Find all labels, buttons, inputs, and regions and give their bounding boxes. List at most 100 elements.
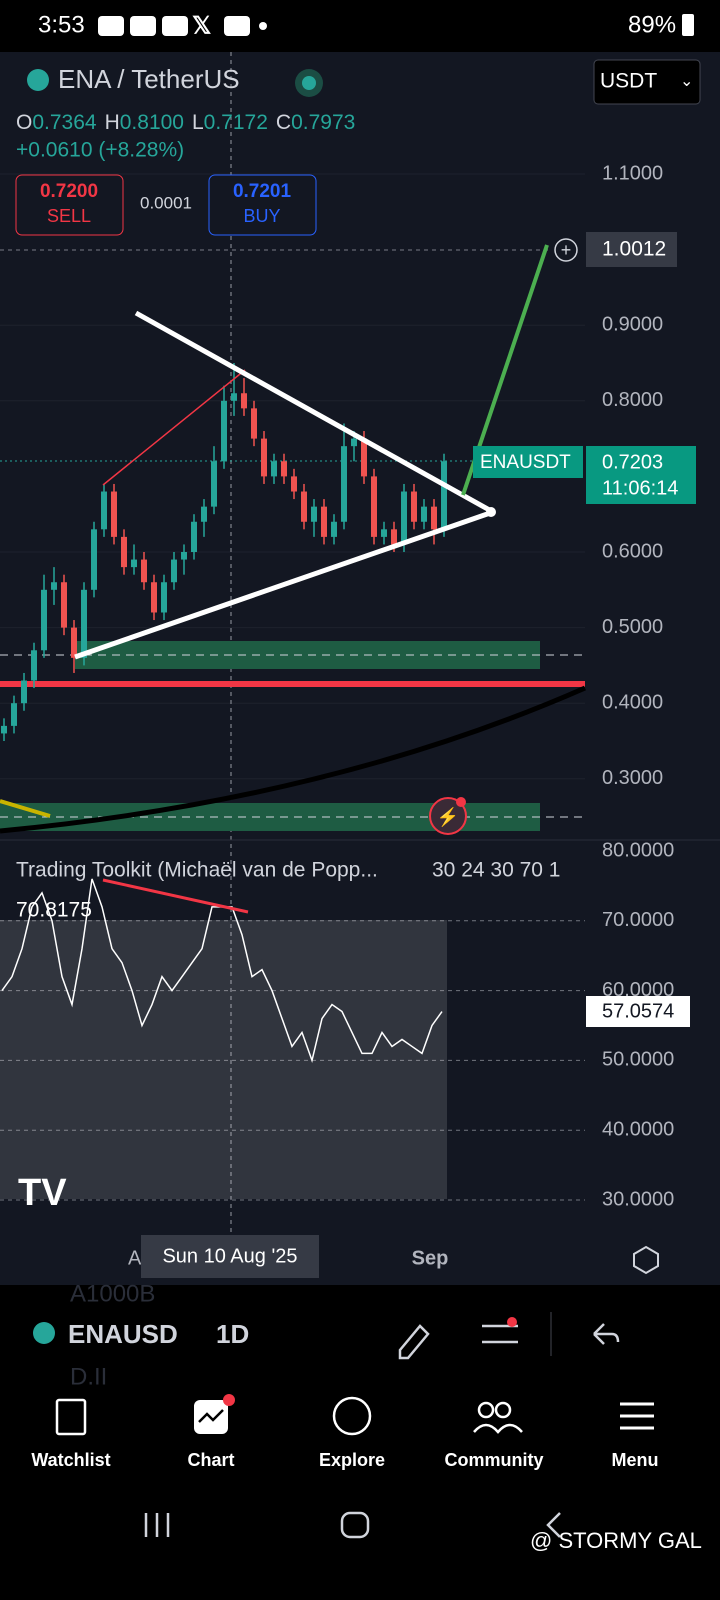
candle-body	[111, 491, 117, 537]
sell-button[interactable]	[15, 174, 124, 236]
price-tick-label: 0.5000	[602, 616, 663, 638]
triangle-lower	[74, 509, 494, 660]
indicator-level: 70.8175	[16, 899, 92, 922]
status-time: 3:53	[38, 11, 85, 38]
nav-label[interactable]: Chart	[187, 1450, 234, 1470]
badge	[223, 1394, 235, 1406]
symbol-title[interactable]: ENA / TetherUS	[58, 64, 240, 94]
alert-dot	[456, 797, 466, 807]
candle-body	[11, 703, 17, 726]
crosshair-time: Sun 10 Aug '25	[162, 1245, 297, 1267]
candle-body	[421, 506, 427, 522]
rsi-tick-label: 80.0000	[602, 839, 674, 861]
toolbar	[0, 1288, 720, 1385]
nav-label[interactable]: Watchlist	[31, 1450, 110, 1470]
price-tick-label: 0.4000	[602, 691, 663, 713]
price-tick-label: 1.1000	[602, 162, 663, 184]
candle-body	[231, 393, 237, 401]
watermark: @ STORMY GAL	[530, 1528, 702, 1553]
draw-icon[interactable]	[398, 1324, 430, 1360]
symbol-logo	[33, 1322, 55, 1344]
divergence-line	[102, 878, 249, 914]
candle-body	[311, 506, 317, 522]
buy-label: BUY	[243, 206, 280, 226]
candle-body	[271, 461, 277, 477]
crosshair-time-box	[141, 1235, 319, 1278]
settings-icon[interactable]	[633, 1245, 659, 1275]
indicator-title: Trading Toolkit (Michaël van de Popp...	[16, 859, 378, 882]
tv-logo: TV	[18, 1172, 67, 1214]
rsi-tick-label: 60.0000	[602, 979, 674, 1001]
ma-segment	[0, 799, 51, 818]
candle-body	[401, 491, 407, 545]
sell-price: 0.7200	[40, 181, 98, 202]
watchlist-icon[interactable]	[55, 1398, 87, 1436]
ohlc: O0.7364 H0.8100 L0.7172 C0.7973	[16, 111, 355, 134]
moving-average	[0, 685, 587, 834]
candle-body	[441, 461, 447, 530]
symbol-logo	[27, 69, 49, 91]
time-label: Sep	[412, 1247, 449, 1269]
add-alert[interactable]	[554, 238, 578, 262]
price-tick-label: 0.3000	[602, 767, 663, 789]
indicator-params: 30 24 30 70 1	[432, 859, 560, 882]
change: +0.0610 (+8.28%)	[16, 139, 184, 162]
candle-body	[151, 582, 157, 613]
battery-icon	[682, 14, 694, 36]
alert-icon[interactable]	[429, 797, 467, 835]
explore-icon[interactable]	[332, 1396, 372, 1436]
rsi-value: 57.0574	[602, 1000, 674, 1022]
candle-body	[21, 680, 27, 704]
last-price-box	[586, 446, 696, 504]
rsi-tick-label: 70.0000	[602, 909, 674, 931]
candle-body	[91, 529, 97, 590]
buy-price: 0.7201	[233, 181, 292, 202]
candle-body	[411, 491, 417, 522]
target-box	[586, 232, 677, 267]
alert-glyph: ⚡	[437, 806, 459, 828]
nav-label[interactable]: Explore	[319, 1450, 385, 1470]
rsi-value-box	[586, 996, 690, 1027]
nav-label[interactable]: Menu	[612, 1450, 659, 1470]
candle-body	[291, 476, 297, 492]
triangle-upper	[134, 310, 495, 515]
live-dot	[302, 76, 316, 90]
candle-body	[31, 650, 37, 681]
candle-body	[431, 506, 437, 530]
currency-select[interactable]	[593, 59, 701, 105]
countdown: 11:06:14	[602, 477, 678, 499]
candle-body	[251, 408, 257, 439]
community-icon[interactable]	[473, 1401, 523, 1434]
candle-body	[101, 491, 107, 530]
nav-label[interactable]: Community	[445, 1450, 544, 1470]
toolbar-symbol[interactable]: ENAUSD	[68, 1319, 178, 1349]
system-nav[interactable]	[144, 1511, 561, 1539]
buy-button[interactable]	[208, 174, 317, 236]
candle-body	[1, 725, 7, 734]
x-icon: 𝕏	[192, 12, 211, 39]
candle-body	[351, 438, 357, 447]
symbol-tag	[473, 446, 583, 478]
bottom-nav	[0, 1386, 720, 1490]
ghost-text: A1000B	[70, 1280, 155, 1307]
ghost-text: D.II	[70, 1363, 107, 1390]
candle-body	[391, 529, 397, 545]
undo-icon[interactable]	[593, 1323, 620, 1345]
price-tick-label: 0.6000	[602, 540, 663, 562]
rsi-tick-label: 30.0000	[602, 1188, 674, 1210]
dropdown-arrow: ⌄	[680, 73, 693, 90]
candle-body	[141, 559, 147, 583]
candle-body	[321, 506, 327, 537]
target-price: 1.0012	[602, 238, 666, 261]
candle-body	[61, 582, 67, 628]
menu-icon[interactable]	[620, 1402, 654, 1430]
price-tick-label: 0.8000	[602, 389, 663, 411]
candle-body	[131, 559, 137, 568]
status-icons	[98, 16, 267, 36]
candle-body	[81, 589, 87, 658]
candle-body	[171, 559, 177, 583]
toolbar-interval[interactable]: 1D	[216, 1319, 249, 1349]
time-label: A	[128, 1247, 142, 1269]
candle-body	[121, 536, 127, 568]
